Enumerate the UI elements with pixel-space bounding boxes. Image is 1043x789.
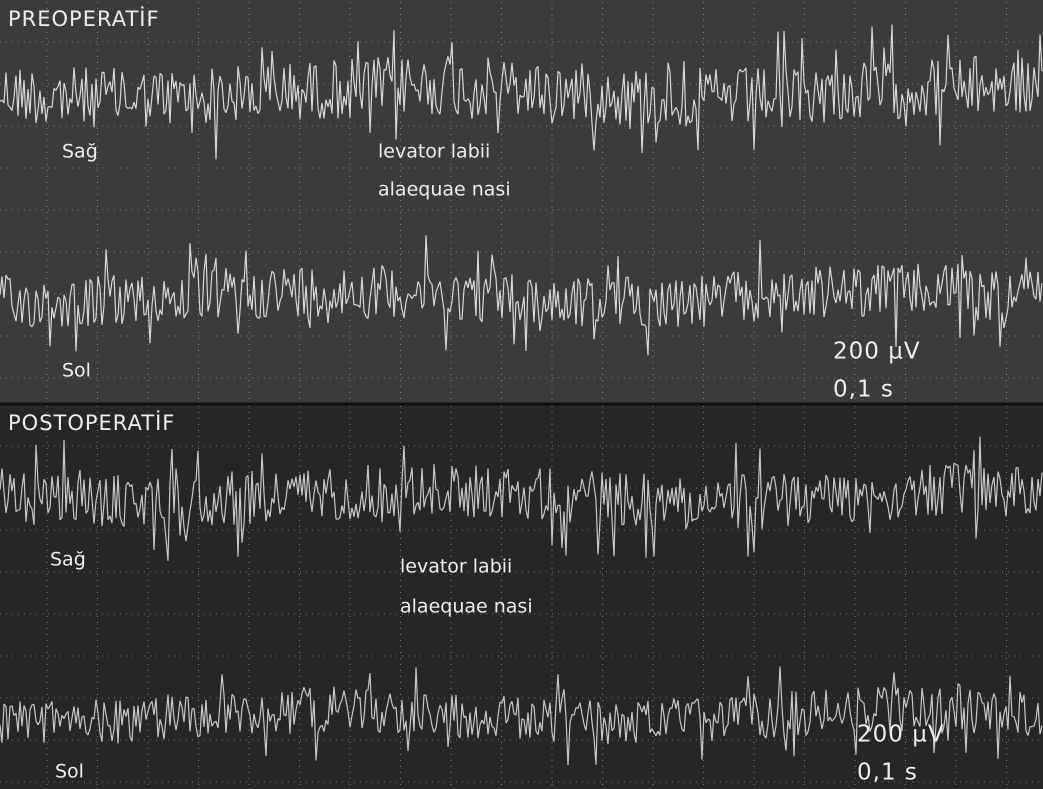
side-label: Sol — [62, 360, 91, 382]
scale-label: 200 µV — [857, 722, 945, 748]
panel-title: PREOPERATİF — [8, 6, 160, 31]
scale-label: 200 µV — [833, 339, 921, 365]
scale-label: 0,1 s — [857, 760, 918, 786]
muscle-label: alaequae nasi — [400, 596, 533, 618]
panel-title: POSTOPERATİF — [8, 410, 175, 435]
side-label: Sağ — [62, 141, 98, 163]
muscle-label: levator labii — [378, 141, 490, 163]
muscle-label: alaequae nasi — [378, 179, 511, 201]
scale-label: 0,1 s — [833, 377, 894, 403]
muscle-label: levator labii — [400, 556, 512, 578]
emg-figure: PREOPERATİF Sağ Sol levator labii alaequae n… — [0, 0, 1043, 789]
side-label: Sağ — [50, 549, 86, 571]
side-label: Sol — [55, 761, 84, 783]
